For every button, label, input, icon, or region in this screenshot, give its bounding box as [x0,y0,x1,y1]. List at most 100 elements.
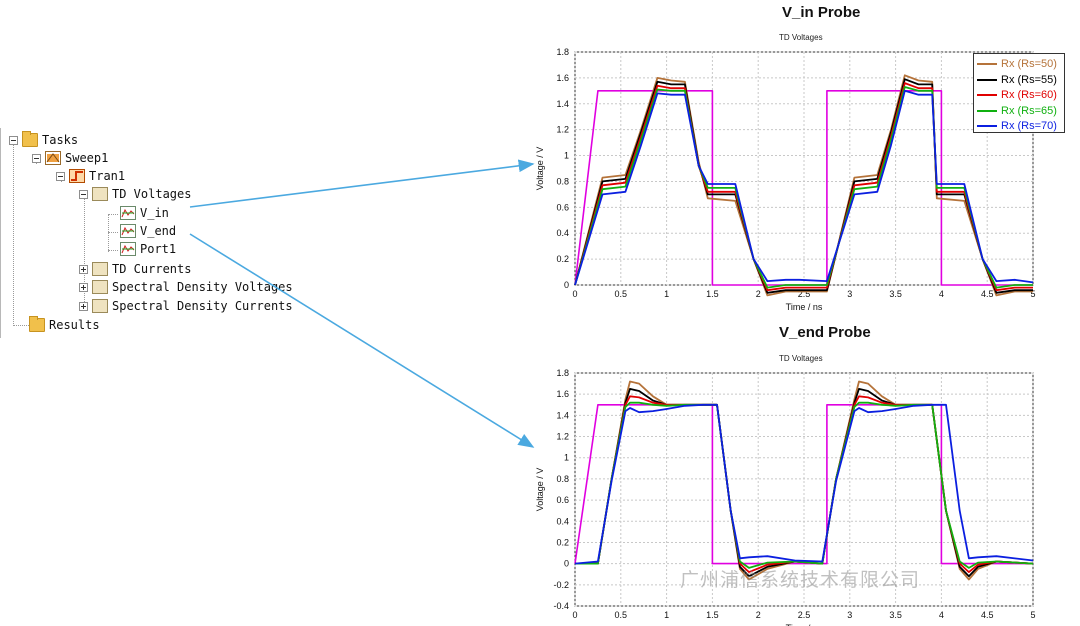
tree-label-td-currents: TD Currents [112,262,192,276]
y-tick-label: 0 [564,559,569,569]
probe-plot-icon [120,206,136,220]
series-line [574,89,1034,286]
probe-plot-icon [120,224,136,238]
x-tick-label: 2.5 [798,610,811,620]
legend-swatch [977,78,997,81]
x-tick-label: 0.5 [615,289,628,299]
legend-swatch [977,109,997,112]
y-axis-label: Voltage / V [535,147,545,191]
x-tick-label: 4 [939,610,944,620]
tree-node-tasks[interactable]: Tasks [9,131,78,149]
x-tick-label: 5 [1030,289,1035,299]
arrow-v-end [189,233,535,448]
chart-subtitle-v-end: TD Voltages [779,354,823,363]
tree-node-results[interactable]: Results [29,316,100,334]
tree-node-v-end[interactable]: V_end [120,222,176,240]
legend-swatch [977,63,997,65]
y-tick-label: 1 [564,453,569,463]
tree-node-tran[interactable]: Tran1 [56,167,125,185]
tree-guide [13,142,14,326]
tree-guide [84,196,85,308]
y-tick-label: 0.4 [556,228,569,238]
x-tick-label: 5 [1030,610,1035,620]
legend-item: Rx (Rs=50) [977,56,1057,72]
results-stack-icon [92,187,108,201]
tree-node-sd-voltages[interactable]: Spectral Density Voltages [79,278,293,296]
x-tick-label: 2 [756,289,761,299]
tree-guide [108,232,118,233]
x-tick-label: 4.5 [981,610,994,620]
x-tick-label: 0 [572,610,577,620]
arrow-v-in [189,159,535,208]
tree-label-port1: Port1 [140,242,177,256]
x-tick-label: 1.5 [706,610,719,620]
tree-guide [108,250,118,251]
collapse-icon[interactable] [9,135,18,145]
series-line [574,86,1033,289]
expand-icon[interactable] [79,282,88,292]
x-tick-label: 3.5 [889,610,902,620]
series-line [574,74,1033,297]
y-tick-label: 0.4 [556,516,569,526]
x-tick-label: 2 [756,610,761,620]
y-tick-label: 1.2 [556,432,569,442]
x-tick-label: 3.5 [889,289,902,299]
results-stack-icon [92,299,108,313]
y-tick-label: 1 [564,151,569,161]
chart-subtitle-v-in: TD Voltages [779,33,823,42]
tree-node-sd-currents[interactable]: Spectral Density Currents [79,297,293,315]
tree-guide [108,214,109,252]
probe-plot-icon [120,242,136,256]
tree-label-results: Results [49,318,100,332]
y-axis-label: Voltage / V [535,468,545,512]
legend-item: Rx (Rs=65) [977,103,1057,119]
tree-label-tran: Tran1 [89,169,126,183]
y-tick-label: -0.2 [553,580,569,590]
x-tick-label: 1 [664,289,669,299]
tree-label-tasks: Tasks [42,133,79,147]
legend-swatch [977,125,997,127]
chart-v-end: 0 0.5 1 1.5 2 2.5 3 3.5 4 4.5 5 -0.4 -0.2 0 0.2 0.4 0.6 0… [535,368,1036,626]
y-tick-label: 0.8 [556,176,569,186]
tree-border [0,128,1,338]
y-tick-label: 1.8 [556,47,569,57]
tree-node-td-currents[interactable]: TD Currents [79,260,191,278]
expand-icon[interactable] [79,301,88,311]
x-tick-label: 1 [664,610,669,620]
legend-swatch [977,94,997,96]
y-tick-label: 1.4 [556,99,569,109]
legend-label: Rx (Rs=70) [1001,120,1057,132]
results-stack-icon [92,262,108,276]
chart-v-in: 0 0.5 1 1.5 2 2.5 3 3.5 4 4.5 5 0 0.2 0.4 0.6 0.8 1 1.2 1.… [535,47,1036,310]
y-tick-label: 1.6 [556,73,569,83]
folder-icon [22,131,38,147]
tree-node-v-in[interactable]: V_in [120,204,169,222]
tree-node-sweep[interactable]: Sweep1 [32,149,108,167]
x-tick-label: 2.5 [798,289,811,299]
project-tree: Tasks Sweep1 Tran1 TD Voltages V_in V_en… [0,128,320,338]
chart-legend: Rx (Rs=50) Rx (Rs=55) Rx (Rs=60) Rx (Rs=65)… [973,53,1065,133]
x-tick-label: 0 [572,289,577,299]
chart-title-v-in: V_in Probe [782,4,861,21]
legend-item: Rx (Rs=55) [977,72,1057,88]
collapse-icon[interactable] [32,153,41,163]
tree-label-sd-voltages: Spectral Density Voltages [112,280,293,294]
sweep-icon [45,151,61,165]
y-tick-label: 0.8 [556,474,569,484]
collapse-icon[interactable] [56,171,65,181]
x-tick-label: 4 [939,289,944,299]
y-tick-label: 0.2 [556,254,569,264]
watermark: 广州浦信系统技术有限公司 [680,569,921,591]
tree-guide [108,214,118,215]
y-tick-label: 1.2 [556,125,569,135]
y-tick-label: 0.6 [556,495,569,505]
y-tick-label: 1.8 [556,368,569,378]
tree-node-td-voltages[interactable]: TD Voltages [79,185,191,203]
collapse-icon[interactable] [79,189,88,199]
series-line [574,78,1033,294]
expand-icon[interactable] [79,264,88,274]
tree-node-port1[interactable]: Port1 [120,240,176,258]
chart-title-v-end: V_end Probe [779,324,871,341]
y-tick-label: 0.2 [556,537,569,547]
